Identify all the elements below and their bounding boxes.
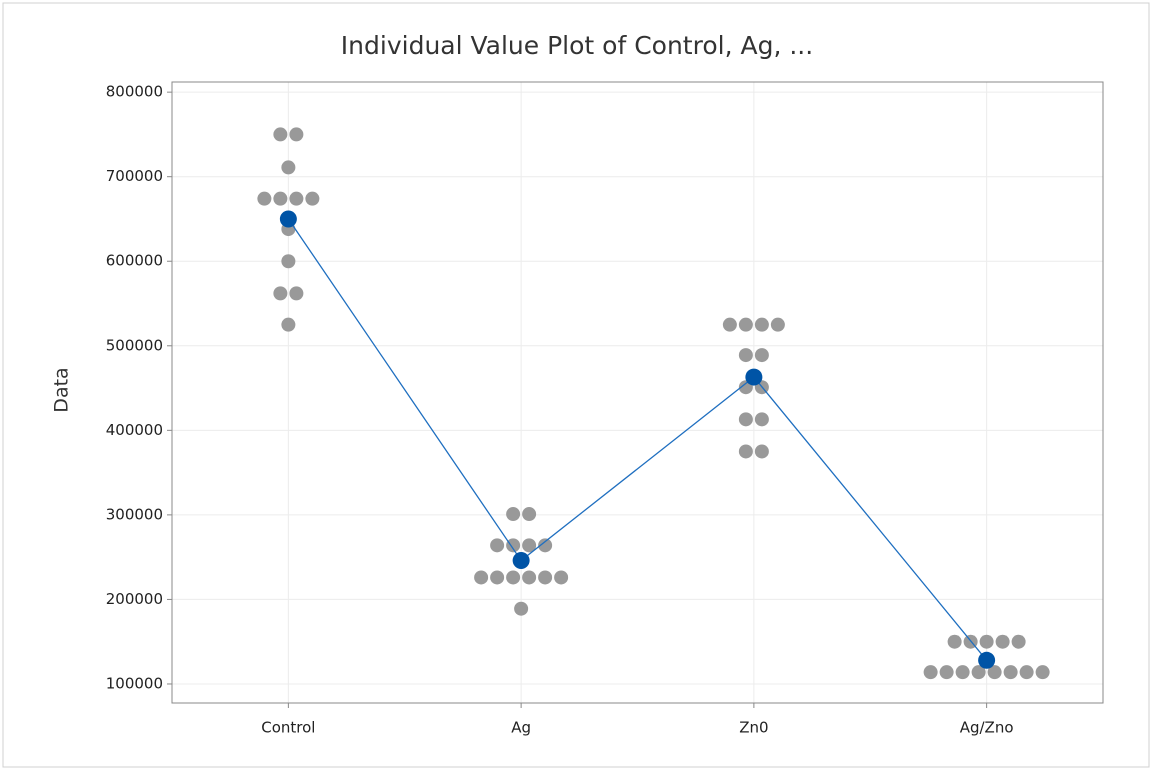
data-point bbox=[939, 665, 954, 680]
data-point bbox=[506, 538, 521, 553]
chart-title: Individual Value Plot of Control, Ag, ..… bbox=[341, 31, 813, 60]
mean-point bbox=[978, 651, 996, 669]
data-point bbox=[754, 444, 769, 459]
data-point bbox=[754, 348, 769, 363]
x-tick-label: Ag/Zno bbox=[960, 719, 1014, 737]
y-axis-label: Data bbox=[51, 367, 73, 412]
data-point bbox=[281, 317, 296, 332]
data-point bbox=[257, 191, 272, 206]
data-point bbox=[273, 286, 288, 301]
data-point bbox=[554, 570, 569, 585]
data-point bbox=[273, 127, 288, 142]
data-point bbox=[738, 444, 753, 459]
data-point bbox=[1003, 665, 1018, 680]
data-point bbox=[506, 507, 521, 522]
x-tick-label: Control bbox=[261, 719, 315, 737]
y-tick-label: 400000 bbox=[106, 421, 163, 439]
x-tick-label: Ag bbox=[511, 719, 531, 737]
mean-line bbox=[287, 218, 988, 661]
data-point bbox=[754, 412, 769, 427]
y-tick-label: 800000 bbox=[106, 83, 163, 101]
x-tick-label: Zn0 bbox=[739, 719, 768, 737]
data-point bbox=[995, 634, 1010, 649]
data-point bbox=[722, 317, 737, 332]
data-point bbox=[289, 286, 304, 301]
mean-point bbox=[745, 368, 763, 386]
data-point bbox=[522, 507, 537, 522]
data-point bbox=[490, 538, 505, 553]
data-point bbox=[305, 191, 320, 206]
data-point bbox=[538, 538, 553, 553]
data-point bbox=[1019, 665, 1034, 680]
data-point bbox=[281, 254, 296, 269]
data-point bbox=[987, 665, 1002, 680]
data-point bbox=[281, 160, 296, 175]
data-point bbox=[947, 634, 962, 649]
data-point bbox=[923, 665, 938, 680]
data-point bbox=[738, 317, 753, 332]
data-point bbox=[979, 634, 994, 649]
data-point bbox=[522, 538, 537, 553]
y-tick-label: 700000 bbox=[106, 167, 163, 185]
data-point bbox=[474, 570, 489, 585]
data-point bbox=[522, 570, 537, 585]
y-tick-label: 200000 bbox=[106, 590, 163, 608]
data-point bbox=[273, 191, 288, 206]
data-point bbox=[738, 412, 753, 427]
data-point bbox=[738, 348, 753, 363]
data-point bbox=[490, 570, 505, 585]
data-point bbox=[971, 665, 986, 680]
mean-point bbox=[279, 210, 297, 228]
plot-border bbox=[171, 81, 1104, 704]
mean-point bbox=[512, 552, 530, 570]
data-point bbox=[1035, 665, 1050, 680]
y-tick-label: 300000 bbox=[106, 505, 163, 523]
data-point bbox=[955, 665, 970, 680]
data-point bbox=[514, 601, 529, 616]
data-point bbox=[506, 570, 521, 585]
data-point bbox=[754, 317, 769, 332]
data-point bbox=[289, 191, 304, 206]
y-tick-label: 500000 bbox=[106, 336, 163, 354]
y-tick-label: 100000 bbox=[106, 674, 163, 692]
y-tick-label: 600000 bbox=[106, 252, 163, 270]
data-point bbox=[289, 127, 304, 142]
data-point bbox=[770, 317, 785, 332]
data-point bbox=[538, 570, 553, 585]
data-point bbox=[1011, 634, 1026, 649]
